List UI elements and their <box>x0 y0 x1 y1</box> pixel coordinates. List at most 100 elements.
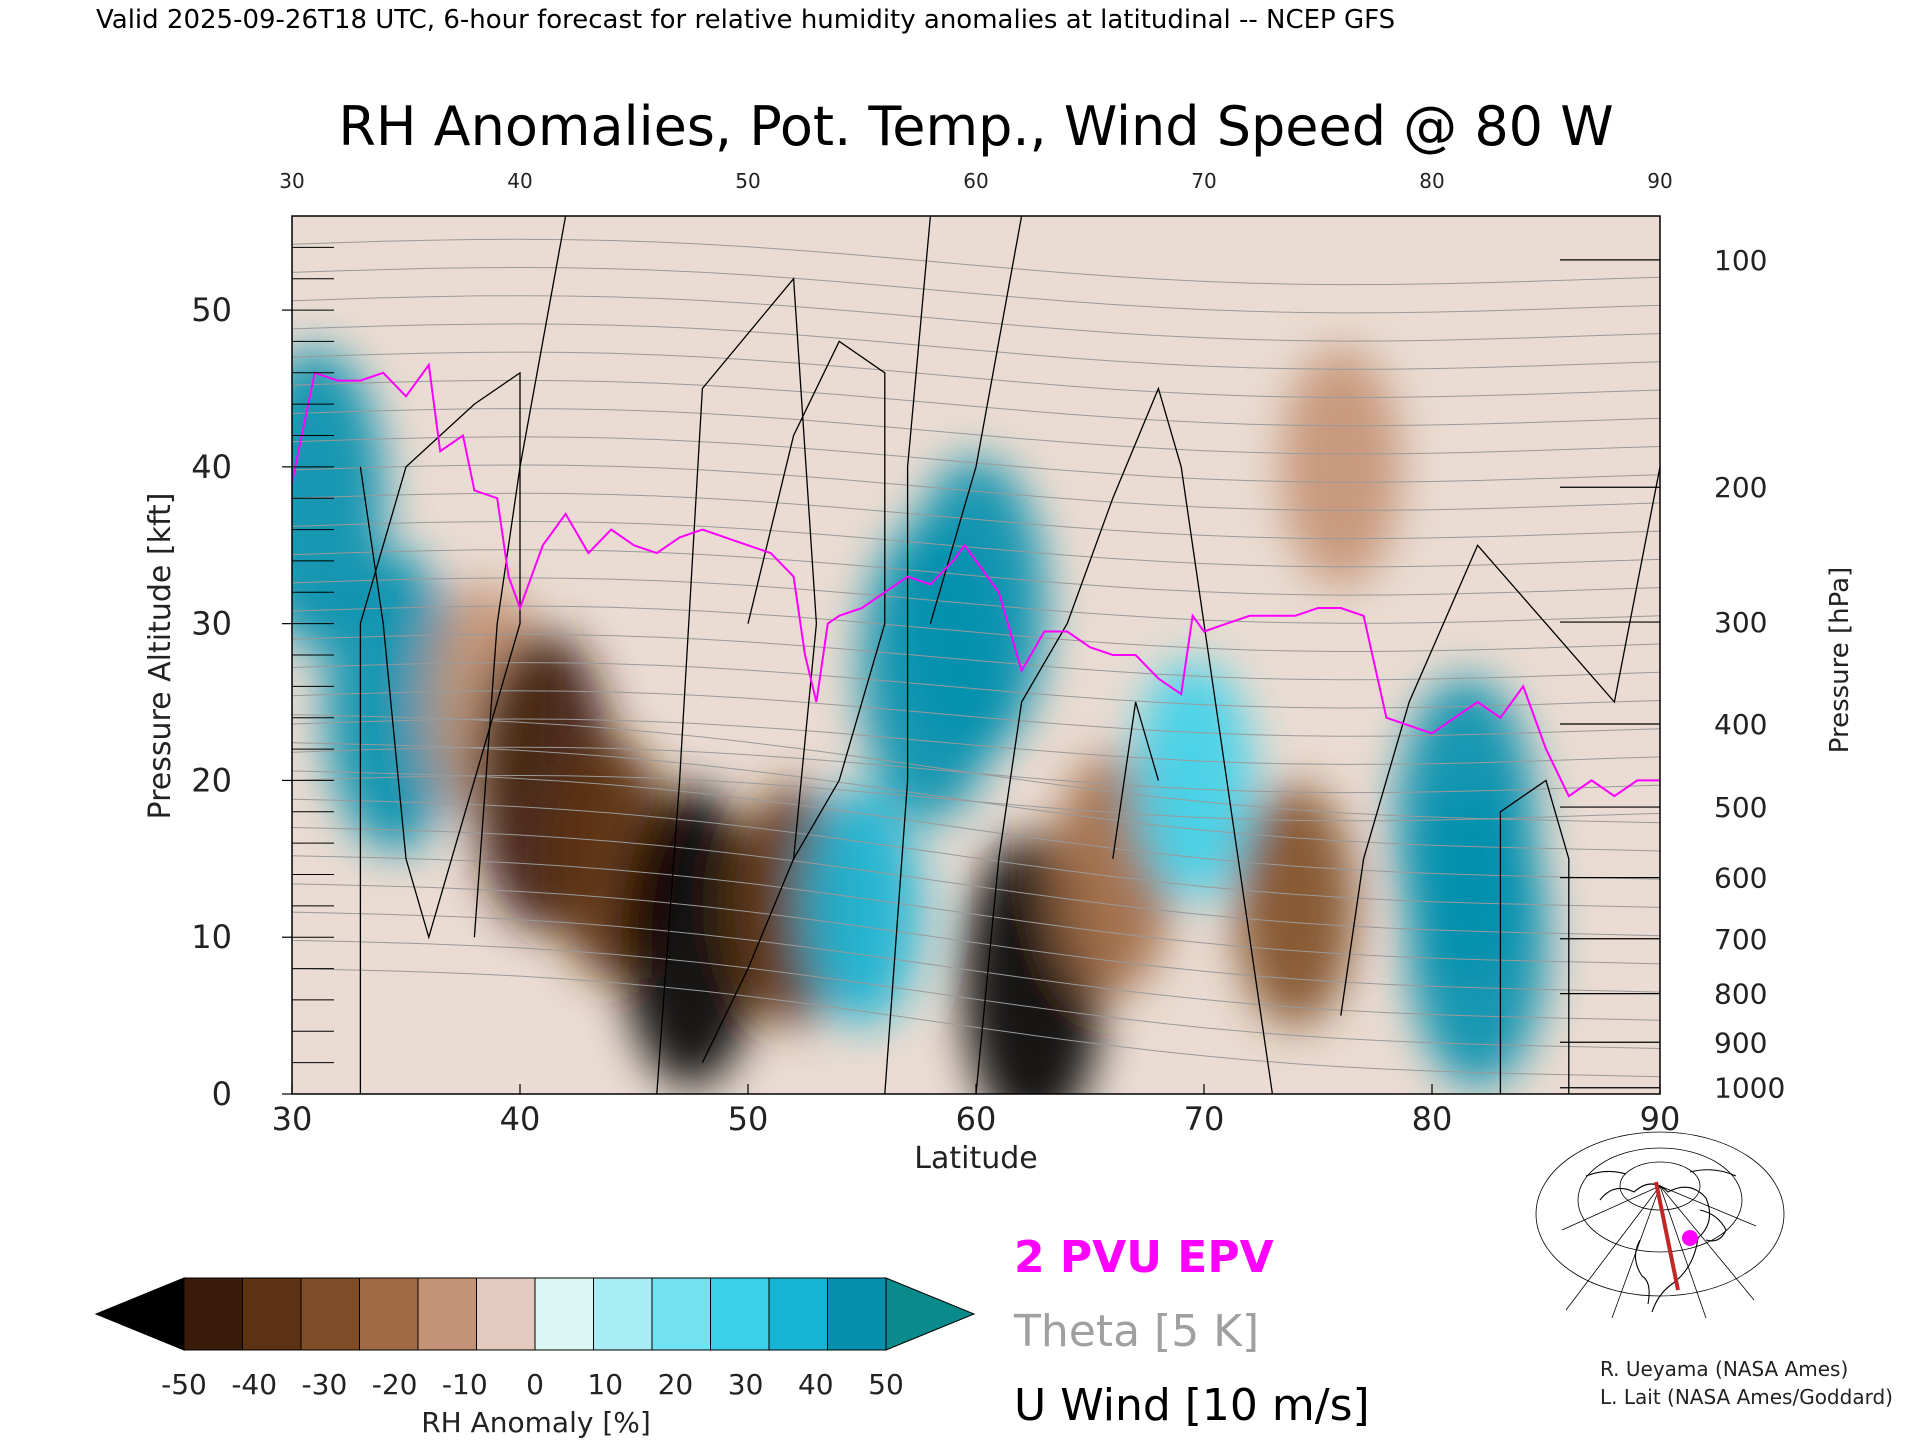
theta-contour <box>292 662 1660 709</box>
x-tick-label: 50 <box>728 1100 769 1138</box>
x-top-tick-label: 40 <box>507 169 532 193</box>
pressure-tick-label: 900 <box>1714 1026 1767 1059</box>
theta-contour <box>292 323 1660 370</box>
x-tick-label: 60 <box>956 1100 997 1138</box>
colorbar-tick-label: 30 <box>728 1368 764 1401</box>
x-top-tick-label: 90 <box>1647 169 1672 193</box>
credit-line-2: L. Lait (NASA Ames/Goddard) <box>1600 1385 1893 1409</box>
rh-anomaly-blob <box>1280 346 1401 587</box>
inset-transect <box>1654 1181 1680 1291</box>
colorbar-tick-label: -40 <box>231 1368 277 1401</box>
pressure-tick-label: 1000 <box>1714 1072 1785 1105</box>
u-wind-contour <box>929 216 1023 624</box>
colorbar-high-arrow <box>885 1277 976 1351</box>
colorbar-swatch <box>476 1277 536 1351</box>
pressure-tick-label: 800 <box>1714 978 1767 1011</box>
rh-anomaly-blob <box>1132 660 1253 901</box>
theta-contour <box>292 827 1660 937</box>
u-wind-contour <box>1340 466 1660 1016</box>
u-wind-contour <box>473 216 567 938</box>
u-wind-contour <box>1499 779 1570 1094</box>
inset-map <box>1535 1131 1785 1319</box>
colorbar-swatch <box>417 1277 477 1351</box>
colorbar-tick-label: 0 <box>526 1368 544 1401</box>
legend-theta: Theta [5 K] <box>1013 1306 1259 1357</box>
rh-anomaly-blob <box>906 457 1046 758</box>
u-wind-contours <box>359 216 1660 1094</box>
legend-wind: U Wind [10 m/s] <box>1014 1380 1370 1431</box>
pressure-tick-label: 100 <box>1714 244 1767 277</box>
colorbar-swatch <box>651 1277 711 1351</box>
theta-contour <box>292 911 1660 1021</box>
u-wind-contour <box>975 386 1274 1094</box>
theta-contour <box>292 295 1660 342</box>
theta-contour <box>292 238 1660 286</box>
colorbar-swatch <box>300 1277 360 1351</box>
colorbar-swatch <box>827 1277 887 1351</box>
colorbar <box>94 1277 976 1351</box>
inset-marker <box>1682 1230 1698 1246</box>
x-tick-label: 40 <box>500 1100 541 1138</box>
colorbar-swatch <box>359 1277 419 1351</box>
legend-epv: 2 PVU EPV <box>1014 1232 1274 1283</box>
y-tick-label: 20 <box>191 761 232 799</box>
pressure-tick-label: 300 <box>1714 606 1767 639</box>
colorbar-low-arrow <box>94 1277 185 1351</box>
rh-anomaly-blob <box>1407 787 1548 1088</box>
theta-contour <box>292 939 1660 1049</box>
theta-contour <box>292 746 1660 794</box>
rh-anomaly-field <box>292 216 1660 1094</box>
u-wind-contour <box>1112 701 1160 859</box>
u-wind-contour <box>359 371 521 1094</box>
theta-contour <box>292 266 1660 314</box>
pressure-tick-label: 400 <box>1714 708 1767 741</box>
colorbar-swatch <box>768 1277 828 1351</box>
x-axis-label: Latitude <box>914 1141 1037 1176</box>
x-tick-label: 30 <box>272 1100 313 1138</box>
y-axis-label-right: Pressure [hPa] <box>1825 567 1855 754</box>
left-axis: 0 10 20 30 40 50 <box>191 215 334 1113</box>
x-tick-label: 80 <box>1412 1100 1453 1138</box>
rh-anomaly-blob <box>1235 785 1356 1026</box>
pressure-tick-label: 700 <box>1714 923 1767 956</box>
pressure-tick-label: 500 <box>1714 791 1767 824</box>
colorbar-tick-label: -30 <box>302 1368 348 1401</box>
x-top-tick-label: 70 <box>1191 169 1216 193</box>
colorbar-ticks: -50 -40 -30 -20 -10 0 10 20 30 40 50 <box>161 1368 904 1401</box>
colorbar-swatch <box>593 1277 653 1351</box>
theta-contour <box>292 855 1660 965</box>
theta-contour <box>292 798 1660 908</box>
x-tick-label: 70 <box>1184 1100 1225 1138</box>
x-top-tick-label: 60 <box>963 169 988 193</box>
rh-anomaly-blob <box>324 552 465 853</box>
theta-contour <box>292 690 1660 737</box>
legend: 2 PVU EPV Theta [5 K] U Wind [10 m/s] <box>1013 1232 1370 1431</box>
colorbar-tick-label: -10 <box>442 1368 488 1401</box>
valid-header: Valid 2025-09-26T18 UTC, 6-hour forecast… <box>96 5 1395 35</box>
theta-contour <box>292 774 1660 822</box>
rh-anomaly-blob <box>621 787 761 1088</box>
y-tick-label: 10 <box>191 918 232 956</box>
chart-title: RH Anomalies, Pot. Temp., Wind Speed @ 8… <box>338 95 1613 158</box>
u-wind-contour <box>656 277 818 1094</box>
colorbar-tick-label: 20 <box>658 1368 694 1401</box>
u-wind-contour <box>884 216 932 1094</box>
y-tick-label: 50 <box>191 291 232 329</box>
y-tick-label: 40 <box>191 448 232 486</box>
colorbar-swatch <box>183 1277 243 1351</box>
right-axis: 1000 900 800 700 600 500 400 300 200 100 <box>1560 244 1785 1105</box>
credit-line-1: R. Ueyama (NASA Ames) <box>1600 1357 1848 1381</box>
colorbar-tick-label: 50 <box>868 1368 904 1401</box>
plot-area: 0 10 20 30 40 50 1000 900 800 700 600 500 400 300 200… <box>191 169 1785 1138</box>
colorbar-tick-label: 40 <box>798 1368 834 1401</box>
colorbar-label: RH Anomaly [%] <box>421 1406 651 1439</box>
colorbar-swatch <box>710 1277 770 1351</box>
y-tick-label: 0 <box>212 1075 232 1113</box>
theta-contour <box>292 633 1660 681</box>
top-axis: 30 40 50 60 70 80 90 <box>279 169 1672 193</box>
theta-contour <box>292 351 1660 399</box>
y-axis-label-left: Pressure Altitude [kft] <box>143 493 178 820</box>
x-top-tick-label: 50 <box>735 169 760 193</box>
colorbar-swatch <box>242 1277 302 1351</box>
